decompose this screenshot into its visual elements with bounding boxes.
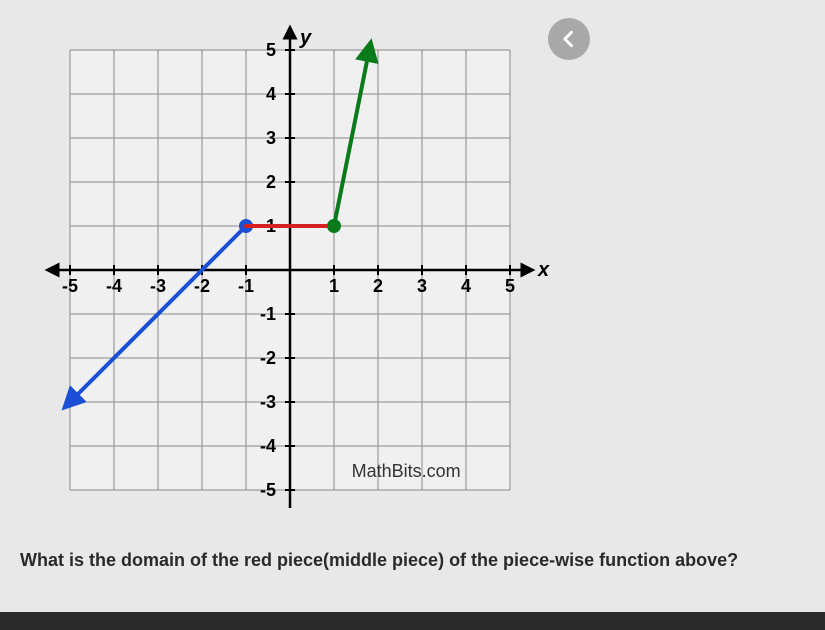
back-button[interactable] bbox=[548, 18, 590, 60]
x-tick-label: 2 bbox=[373, 276, 383, 296]
y-tick-label: 4 bbox=[266, 84, 276, 104]
y-tick-label: 2 bbox=[266, 172, 276, 192]
x-axis-label: x bbox=[537, 259, 550, 281]
x-tick-label: -1 bbox=[238, 276, 254, 296]
x-tick-label: -5 bbox=[62, 276, 78, 296]
question-text: What is the domain of the red piece(midd… bbox=[20, 550, 805, 571]
x-tick-label: 4 bbox=[461, 276, 471, 296]
x-tick-label: -2 bbox=[194, 276, 210, 296]
x-tick-label: 1 bbox=[329, 276, 339, 296]
watermark: MathBits.com bbox=[352, 461, 461, 481]
green-piece-startpoint bbox=[327, 219, 341, 233]
x-tick-label: -4 bbox=[106, 276, 122, 296]
y-tick-label: 5 bbox=[266, 40, 276, 60]
y-tick-label: -5 bbox=[260, 480, 276, 500]
chevron-left-icon bbox=[559, 29, 579, 49]
y-tick-label: -2 bbox=[260, 348, 276, 368]
y-tick-label: -4 bbox=[260, 436, 276, 456]
y-tick-label: 3 bbox=[266, 128, 276, 148]
chart-svg: -5-4-3-2-11234554321-1-2-3-4-5xyMathBits… bbox=[30, 20, 550, 520]
piecewise-chart: -5-4-3-2-11234554321-1-2-3-4-5xyMathBits… bbox=[30, 20, 550, 520]
y-tick-label: -1 bbox=[260, 304, 276, 324]
bottom-bar bbox=[0, 612, 825, 630]
x-tick-label: 3 bbox=[417, 276, 427, 296]
y-axis-label: y bbox=[299, 27, 312, 49]
x-tick-label: -3 bbox=[150, 276, 166, 296]
x-tick-label: 5 bbox=[505, 276, 515, 296]
y-tick-label: -3 bbox=[260, 392, 276, 412]
